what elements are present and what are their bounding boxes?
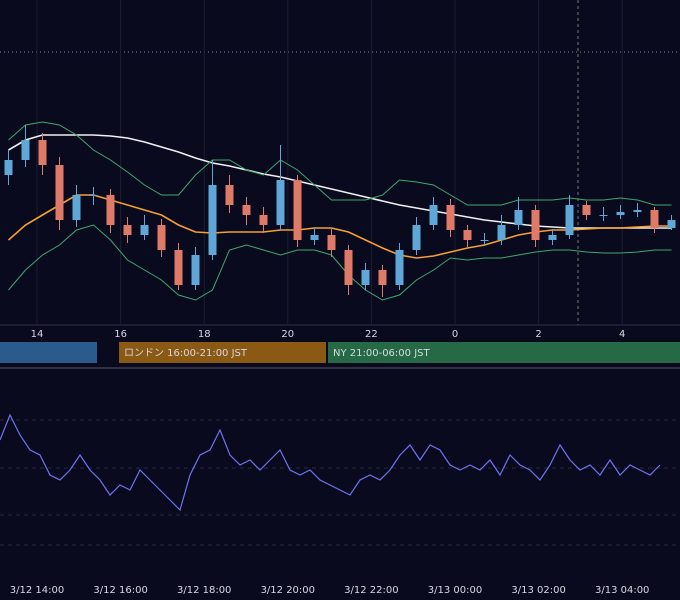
- candle-body: [191, 255, 200, 285]
- candle-body: [412, 225, 421, 250]
- candle-body: [633, 210, 642, 212]
- candle-body: [157, 225, 166, 250]
- candle-body: [259, 215, 268, 225]
- x-tick-label: 3/12 22:00: [344, 585, 398, 596]
- x-tick-label: 3/12 14:00: [10, 585, 64, 596]
- x-tick-label: 20: [281, 329, 294, 340]
- ma-line: [7, 194, 672, 259]
- candle-body: [38, 140, 47, 165]
- x-tick-label: 4: [619, 329, 625, 340]
- candle-body: [4, 160, 13, 175]
- candle-body: [89, 195, 98, 196]
- x-tick-label: 0: [452, 329, 458, 340]
- candle-body: [378, 270, 387, 285]
- x-tick-label: 18: [198, 329, 211, 340]
- candle-body: [361, 270, 370, 285]
- x-tick-label: 2: [535, 329, 541, 340]
- candle-body: [174, 250, 183, 285]
- ma-line: [8, 224, 672, 301]
- session-band: [328, 342, 680, 363]
- session-label: NY 21:00-06:00 JST: [333, 348, 430, 359]
- candle-body: [565, 205, 574, 235]
- candle-body: [310, 235, 319, 240]
- candle-body: [667, 220, 676, 228]
- session-label: ロンドン 16:00-21:00 JST: [124, 348, 248, 359]
- x-tick-label: 14: [31, 329, 44, 340]
- candle-body: [72, 195, 81, 220]
- candle-body: [514, 210, 523, 225]
- candle-body: [548, 235, 557, 240]
- x-tick-label: 3/12 20:00: [261, 585, 315, 596]
- candle-body: [123, 225, 132, 235]
- x-tick-label: 22: [365, 329, 378, 340]
- candle-body: [616, 212, 625, 215]
- candle-body: [293, 180, 302, 240]
- candle-body: [242, 205, 251, 215]
- candle-body: [225, 185, 234, 205]
- candle-body: [650, 210, 659, 228]
- candle-body: [480, 240, 489, 241]
- x-tick-label: 16: [114, 329, 127, 340]
- indicator-grid: [0, 419, 680, 546]
- session-band: [119, 342, 326, 363]
- candle-body: [344, 250, 353, 285]
- candle-body: [582, 205, 591, 215]
- candle-body: [463, 230, 472, 240]
- candle-body: [327, 235, 336, 250]
- candle-body: [429, 205, 438, 225]
- candle-body: [106, 195, 115, 225]
- candle-body: [276, 180, 285, 225]
- x-tick-label: 3/12 18:00: [177, 585, 231, 596]
- candle-body: [140, 225, 149, 235]
- candle-body: [208, 185, 217, 255]
- x-tick-label: 3/12 16:00: [93, 585, 147, 596]
- candle-body: [497, 225, 506, 240]
- indicator-line: [0, 413, 661, 512]
- x-tick-label: 3/13 04:00: [595, 585, 649, 596]
- candle-body: [395, 250, 404, 285]
- x-tick-label: 3/13 02:00: [511, 585, 565, 596]
- candle-body: [55, 165, 64, 220]
- ma-line: [8, 134, 672, 229]
- candle-body: [446, 205, 455, 230]
- x-tick-label: 3/13 00:00: [428, 585, 482, 596]
- candle-body: [21, 140, 30, 160]
- session-band: [0, 342, 97, 363]
- candle-body: [531, 210, 540, 240]
- candle-body: [599, 215, 608, 216]
- ma-line: [8, 121, 672, 206]
